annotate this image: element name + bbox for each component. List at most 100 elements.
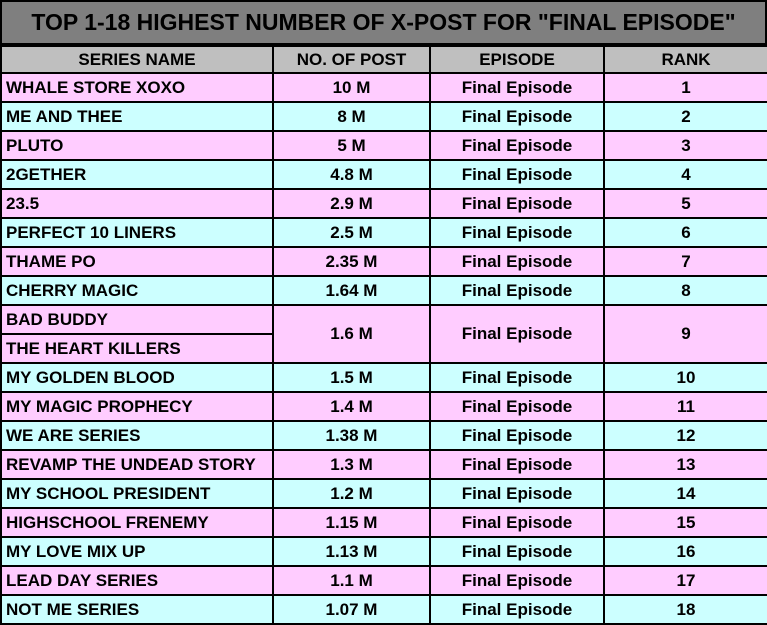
series-name-cell: WE ARE SERIES <box>0 420 274 451</box>
rank-cell: 15 <box>603 507 767 538</box>
posts-cell: 8 M <box>272 101 431 132</box>
episode-cell: Final Episode <box>429 478 605 509</box>
rank-cell: 10 <box>603 362 767 393</box>
series-name-cell: MY MAGIC PROPHECY <box>0 391 274 422</box>
table-row: 2GETHER 4.8 M Final Episode 4 <box>0 159 767 190</box>
rank-cell: 1 <box>603 72 767 103</box>
header-row: SERIES NAME NO. OF POST EPISODE RANK <box>0 45 767 74</box>
posts-cell: 4.8 M <box>272 159 431 190</box>
rank-cell: 7 <box>603 246 767 277</box>
table-row: HIGHSCHOOL FRENEMY 1.15 M Final Episode … <box>0 507 767 538</box>
posts-cell: 1.38 M <box>272 420 431 451</box>
episode-cell: Final Episode <box>429 391 605 422</box>
rank-cell: 5 <box>603 188 767 219</box>
episode-cell: Final Episode <box>429 159 605 190</box>
series-name-cell: REVAMP THE UNDEAD STORY <box>0 449 274 480</box>
episode-cell: Final Episode <box>429 304 605 364</box>
episode-cell: Final Episode <box>429 217 605 248</box>
episode-cell: Final Episode <box>429 275 605 306</box>
table-row: ME AND THEE 8 M Final Episode 2 <box>0 101 767 132</box>
series-name-cell: 2GETHER <box>0 159 274 190</box>
ranking-table: SERIES NAME NO. OF POST EPISODE RANK WHA… <box>0 45 767 625</box>
series-name-cell: NOT ME SERIES <box>0 594 274 625</box>
series-name-cell: PERFECT 10 LINERS <box>0 217 274 248</box>
series-name-cell: LEAD DAY SERIES <box>0 565 274 596</box>
table-row: MY SCHOOL PRESIDENT 1.2 M Final Episode … <box>0 478 767 509</box>
posts-cell: 1.2 M <box>272 478 431 509</box>
rank-cell: 9 <box>603 304 767 364</box>
episode-cell: Final Episode <box>429 188 605 219</box>
table-row: MY GOLDEN BLOOD 1.5 M Final Episode 10 <box>0 362 767 393</box>
rank-cell: 11 <box>603 391 767 422</box>
series-name-cell: CHERRY MAGIC <box>0 275 274 306</box>
table-row: PLUTO 5 M Final Episode 3 <box>0 130 767 161</box>
posts-cell: 2.5 M <box>272 217 431 248</box>
table-row: THE HEART KILLERS <box>0 333 767 364</box>
table-row: WHALE STORE XOXO 10 M Final Episode 1 <box>0 72 767 103</box>
table-row: LEAD DAY SERIES 1.1 M Final Episode 17 <box>0 565 767 596</box>
rank-cell: 18 <box>603 594 767 625</box>
series-name-cell: BAD BUDDY <box>0 304 274 335</box>
episode-cell: Final Episode <box>429 594 605 625</box>
posts-cell: 1.15 M <box>272 507 431 538</box>
episode-cell: Final Episode <box>429 507 605 538</box>
episode-cell: Final Episode <box>429 362 605 393</box>
episode-cell: Final Episode <box>429 536 605 567</box>
series-name-cell: THAME PO <box>0 246 274 277</box>
rank-cell: 14 <box>603 478 767 509</box>
posts-cell: 5 M <box>272 130 431 161</box>
table-row: THAME PO 2.35 M Final Episode 7 <box>0 246 767 277</box>
episode-cell: Final Episode <box>429 449 605 480</box>
header-rank: RANK <box>603 45 767 74</box>
header-no-of-post: NO. OF POST <box>272 45 431 74</box>
rank-cell: 12 <box>603 420 767 451</box>
episode-cell: Final Episode <box>429 420 605 451</box>
table-row: MY LOVE MIX UP 1.13 M Final Episode 16 <box>0 536 767 567</box>
rank-cell: 6 <box>603 217 767 248</box>
series-name-cell: WHALE STORE XOXO <box>0 72 274 103</box>
series-name-cell: PLUTO <box>0 130 274 161</box>
table-row: NOT ME SERIES 1.07 M Final Episode 18 <box>0 594 767 625</box>
table-row: CHERRY MAGIC 1.64 M Final Episode 8 <box>0 275 767 306</box>
rank-cell: 16 <box>603 536 767 567</box>
episode-cell: Final Episode <box>429 130 605 161</box>
rank-cell: 2 <box>603 101 767 132</box>
episode-cell: Final Episode <box>429 565 605 596</box>
posts-cell: 1.5 M <box>272 362 431 393</box>
rank-cell: 8 <box>603 275 767 306</box>
episode-cell: Final Episode <box>429 101 605 132</box>
series-name-cell: THE HEART KILLERS <box>0 333 274 364</box>
rank-cell: 17 <box>603 565 767 596</box>
header-episode: EPISODE <box>429 45 605 74</box>
header-series-name: SERIES NAME <box>0 45 274 74</box>
posts-cell: 2.35 M <box>272 246 431 277</box>
series-name-cell: MY GOLDEN BLOOD <box>0 362 274 393</box>
series-name-cell: 23.5 <box>0 188 274 219</box>
posts-cell: 10 M <box>272 72 431 103</box>
rank-cell: 3 <box>603 130 767 161</box>
episode-cell: Final Episode <box>429 72 605 103</box>
series-name-cell: HIGHSCHOOL FRENEMY <box>0 507 274 538</box>
posts-cell: 1.07 M <box>272 594 431 625</box>
table-row: MY MAGIC PROPHECY 1.4 M Final Episode 11 <box>0 391 767 422</box>
table-row: WE ARE SERIES 1.38 M Final Episode 12 <box>0 420 767 451</box>
series-name-cell: MY SCHOOL PRESIDENT <box>0 478 274 509</box>
posts-cell: 2.9 M <box>272 188 431 219</box>
posts-cell: 1.1 M <box>272 565 431 596</box>
rank-cell: 4 <box>603 159 767 190</box>
posts-cell: 1.6 M <box>272 304 431 364</box>
episode-cell: Final Episode <box>429 246 605 277</box>
posts-cell: 1.3 M <box>272 449 431 480</box>
table-row: 23.5 2.9 M Final Episode 5 <box>0 188 767 219</box>
table-row: REVAMP THE UNDEAD STORY 1.3 M Final Epis… <box>0 449 767 480</box>
table-title: TOP 1-18 HIGHEST NUMBER OF X-POST FOR "F… <box>0 0 767 45</box>
table-row: BAD BUDDY 1.6 M Final Episode 9 <box>0 304 767 364</box>
posts-cell: 1.13 M <box>272 536 431 567</box>
series-name-cell: MY LOVE MIX UP <box>0 536 274 567</box>
posts-cell: 1.4 M <box>272 391 431 422</box>
series-name-cell: ME AND THEE <box>0 101 274 132</box>
rank-cell: 13 <box>603 449 767 480</box>
posts-cell: 1.64 M <box>272 275 431 306</box>
table-row: PERFECT 10 LINERS 2.5 M Final Episode 6 <box>0 217 767 248</box>
